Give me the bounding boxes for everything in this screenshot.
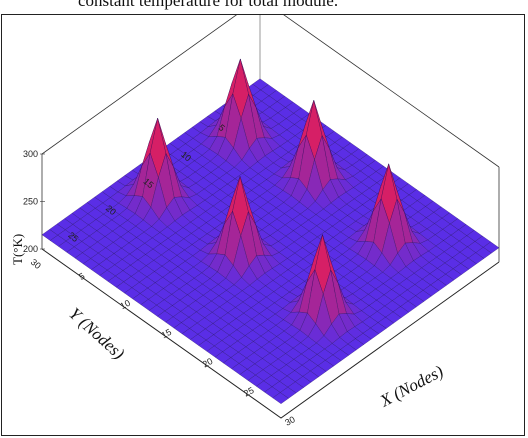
x-tick-label: 20 [201,356,215,370]
plot-box-front [41,248,500,419]
y-axis-title: Y (Nodes) [65,304,128,364]
z-tick-label: 300 [23,149,38,159]
box-base-front-edge [41,248,500,419]
x-tick-label: 25 [242,385,256,399]
y-tick-label: 5 [217,122,227,133]
x-axis-title: X (Nodes) [376,361,447,411]
z-tick-label: 200 [23,244,38,254]
y-tick-label: 15 [141,176,155,190]
z-tick-label: 250 [23,197,38,207]
surface-plot: 5 10 15 20 25 30 5 10 15 20 25 30 300 250 200 Y (Nodes… [10,15,500,428]
axis-ticks: 5 10 15 20 25 30 5 10 15 20 25 30 300 250 200 [23,122,297,427]
surface-plot-figure: 5 10 15 20 25 30 5 10 15 20 25 30 300 250 200 Y (Nodes… [1,14,525,436]
figure-caption: constant temperature for total module. [0,0,528,14]
y-tick-label: 25 [66,230,80,244]
y-tick-label: 30 [29,257,43,271]
temperature-surface [41,58,500,404]
x-tick-label: 30 [283,414,297,428]
y-tick-label: 20 [104,203,118,217]
surface-cell [272,392,289,404]
caption-text: constant temperature for total module. [78,0,339,10]
x-tick-label: 10 [118,298,132,312]
box-top-edge [41,15,500,168]
y-tick-label: 10 [179,149,193,163]
x-tick-label: 5 [77,271,86,282]
x-tick-label: 15 [160,327,174,341]
z-axis-title: T(°K) [10,234,25,265]
